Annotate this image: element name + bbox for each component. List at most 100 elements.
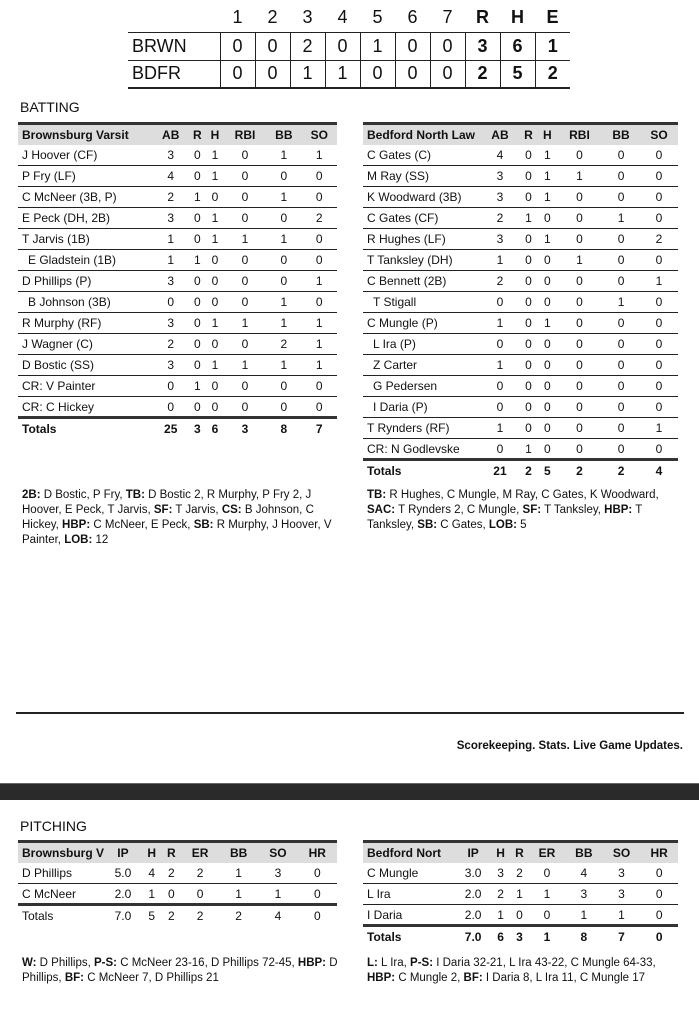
stat-cell: 5 <box>537 458 557 481</box>
totals-row: Totals 7.0 5 2 2 2 4 0 <box>18 903 337 926</box>
batting-notes-home: 2B: D Bostic, P Fry, TB: D Bostic 2, R M… <box>22 488 342 548</box>
stat-cell: 0 <box>301 228 337 250</box>
stat-cell: 21 <box>481 458 519 481</box>
line-score-cell: R <box>476 7 489 28</box>
stat-cell: 7.0 <box>104 903 142 926</box>
table-row: C McNeer (3B, P) 2 1 0 0 1 0 <box>18 186 337 208</box>
stat-cell: 0 <box>206 375 224 397</box>
stat-cell: 0 <box>640 396 678 418</box>
pitching-table-away: Bedford Nort IP H R ER BB SO HR C Mungle 3.0 3 2 0 4 3… <box>363 840 678 947</box>
stat-cell: 1 <box>266 354 302 376</box>
stat-cell: 0 <box>188 165 207 187</box>
player-name: D Bostic (SS) <box>18 354 153 376</box>
note-label: W: <box>22 957 37 969</box>
table-row: K Woodward (3B) 3 0 1 0 0 0 <box>363 186 678 208</box>
stat-cell: 0 <box>640 438 678 460</box>
stat-cell: 0 <box>188 333 207 355</box>
stat-cell: 4 <box>141 862 162 884</box>
stat-cell: 1 <box>223 312 267 334</box>
stat-cell: 0 <box>640 354 678 376</box>
column-header: H <box>537 122 557 145</box>
team-name-header: Brownsburg V <box>18 840 104 863</box>
stat-cell: 1 <box>153 249 189 271</box>
stat-cell: 1 <box>206 144 224 166</box>
stat-cell: 0 <box>602 396 641 418</box>
column-header: HR <box>297 840 337 863</box>
player-name: G Pedersen <box>363 375 481 397</box>
stat-cell: 1 <box>556 249 603 271</box>
note-label: SAC: <box>367 504 396 516</box>
stat-cell: 1 <box>301 312 337 334</box>
table-row: D Phillips 5.0 4 2 2 1 3 0 <box>18 862 337 884</box>
line-score-cell: 0 <box>254 59 290 89</box>
line-score-cell: 0 <box>219 31 255 60</box>
stat-cell: 1 <box>223 354 267 376</box>
stat-cell: 0 <box>556 228 603 250</box>
stat-cell: 0 <box>481 396 519 418</box>
stat-cell: 0 <box>266 396 302 418</box>
player-name: Totals <box>18 416 153 439</box>
line-score-cell: 1 <box>232 7 243 28</box>
player-name: R Murphy (RF) <box>18 312 153 334</box>
stat-cell: 0 <box>518 228 538 250</box>
stat-cell: 0 <box>640 186 678 208</box>
note-label: HBP: <box>604 504 633 516</box>
note-text: R Hughes, C Mungle, M Ray, C Gates, K Wo… <box>386 489 659 501</box>
table-row: B Johnson (3B) 0 0 0 0 1 0 <box>18 291 337 313</box>
line-score-cell: 2 <box>534 59 570 89</box>
player-name: C Bennett (2B) <box>363 270 481 292</box>
note-label: L: <box>367 957 378 969</box>
stat-cell: 0 <box>518 291 538 313</box>
stat-cell: 0 <box>206 186 224 208</box>
stat-cell: 0 <box>481 291 519 313</box>
stat-cell: 0 <box>223 186 267 208</box>
note-label: LOB: <box>64 534 93 546</box>
table-row: R Hughes (LF) 3 0 1 0 0 2 <box>363 228 678 250</box>
stat-cell: 0 <box>188 207 207 229</box>
stat-cell: 0 <box>602 417 641 439</box>
stat-cell: 1 <box>481 354 519 376</box>
stat-cell: 0 <box>481 375 519 397</box>
stat-cell: 1 <box>602 207 641 229</box>
stat-cell: 1 <box>481 312 519 334</box>
stat-cell: 1 <box>602 904 641 926</box>
table-row: CR: C Hickey 0 0 0 0 0 0 <box>18 396 337 418</box>
stat-cell: 1 <box>218 883 259 905</box>
line-score-cell: 0 <box>429 31 465 60</box>
stat-cell: 1 <box>537 186 557 208</box>
line-score-cell: 1 <box>324 59 360 89</box>
stat-cell: 0 <box>602 270 641 292</box>
table-row: G Pedersen 0 0 0 0 0 0 <box>363 375 678 397</box>
stat-cell: 0 <box>528 862 566 884</box>
batting-table-away: Bedford North Law AB R H RBI BB SO C Gates (C) 4… <box>363 122 678 481</box>
stat-cell: 0 <box>266 270 302 292</box>
stat-cell: 0 <box>537 207 557 229</box>
stat-cell: 1 <box>640 270 678 292</box>
stat-cell: 0 <box>528 904 566 926</box>
line-score-cell: 3 <box>302 7 313 28</box>
table-row: D Bostic (SS) 3 0 1 1 1 1 <box>18 354 337 376</box>
stat-cell: 0 <box>301 249 337 271</box>
player-name: CR: N Godlevske <box>363 438 481 460</box>
stat-cell: 2 <box>218 903 259 926</box>
stat-cell: 1 <box>266 291 302 313</box>
table-row: E Peck (DH, 2B) 3 0 1 0 0 2 <box>18 207 337 229</box>
column-header: AB <box>153 122 189 145</box>
stat-cell: 1 <box>206 312 224 334</box>
stat-cell: 2 <box>181 862 219 884</box>
stat-cell: 3 <box>188 416 207 439</box>
player-name: E Peck (DH, 2B) <box>18 207 153 229</box>
stat-cell: 0 <box>266 207 302 229</box>
note-text: C McNeer 7, D Phillips 21 <box>84 972 219 984</box>
stat-cell: 0 <box>206 291 224 313</box>
line-score-cell: E <box>546 7 559 28</box>
column-header: IP <box>104 840 142 863</box>
stat-cell: 0 <box>206 333 224 355</box>
note-text: T Jarvis, <box>172 504 222 516</box>
stat-cell: 0 <box>556 375 603 397</box>
stat-cell: 2.0 <box>455 883 492 905</box>
column-header: H <box>206 122 224 145</box>
line-score-cell: 0 <box>394 59 430 89</box>
stat-cell: 0 <box>537 354 557 376</box>
stat-cell: 2 <box>602 458 641 481</box>
